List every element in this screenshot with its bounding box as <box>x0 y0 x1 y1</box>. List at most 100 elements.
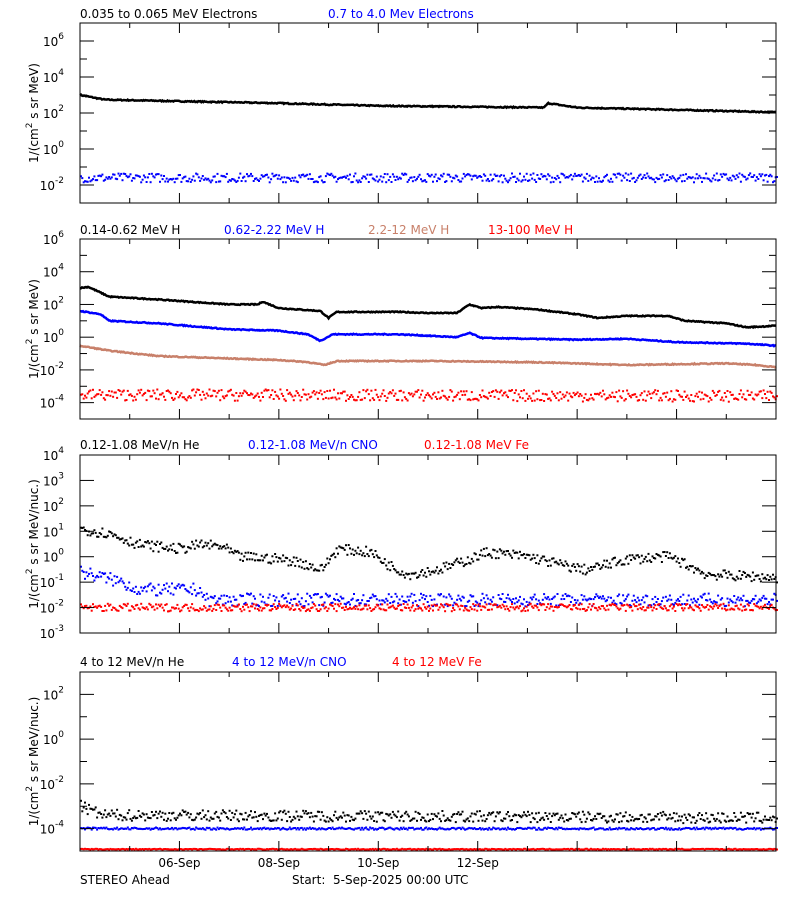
data-point <box>515 828 517 830</box>
data-point <box>231 551 234 553</box>
data-point <box>425 820 428 823</box>
data-point <box>420 818 422 821</box>
data-point <box>600 180 603 183</box>
data-point <box>330 818 333 821</box>
data-point <box>417 827 420 830</box>
data-point <box>743 815 746 818</box>
data-point <box>350 552 353 555</box>
data-point <box>161 848 164 851</box>
data-point <box>274 827 277 830</box>
data-point <box>102 179 105 182</box>
data-point <box>776 848 778 851</box>
data-point <box>551 605 554 608</box>
data-point <box>184 810 187 813</box>
data-point <box>346 827 349 830</box>
data-point <box>268 561 271 564</box>
data-point <box>331 826 334 829</box>
data-point <box>373 608 376 611</box>
data-point <box>470 557 473 560</box>
data-point <box>512 598 515 600</box>
data-point <box>686 819 689 821</box>
data-point <box>98 174 101 177</box>
data-point <box>478 605 481 608</box>
data-point <box>407 826 410 829</box>
data-point <box>345 828 347 830</box>
data-point <box>271 555 274 558</box>
data-point <box>698 569 701 572</box>
data-point <box>192 827 195 830</box>
data-point <box>189 180 192 183</box>
data-point <box>643 390 646 393</box>
data-point <box>671 607 674 610</box>
data-point <box>358 602 361 605</box>
data-point <box>710 398 713 401</box>
data-point <box>362 175 365 178</box>
y-tick-label: 100 <box>43 140 64 157</box>
data-point <box>421 848 424 851</box>
data-point <box>375 598 378 601</box>
data-point <box>109 814 112 817</box>
data-point <box>398 848 401 851</box>
data-point <box>770 819 773 822</box>
data-point <box>706 599 709 602</box>
data-point <box>454 828 457 831</box>
data-point <box>500 174 503 177</box>
data-point <box>353 819 355 822</box>
data-point <box>466 173 469 176</box>
data-point <box>217 828 220 831</box>
data-point <box>97 827 100 829</box>
data-point <box>454 559 457 562</box>
data-point <box>565 391 568 394</box>
data-point <box>418 599 421 602</box>
data-point <box>438 817 441 820</box>
data-point <box>722 848 725 851</box>
data-point <box>160 828 163 831</box>
data-point <box>114 608 117 611</box>
data-point <box>762 594 765 597</box>
data-point <box>196 848 199 851</box>
data-point <box>290 828 293 831</box>
data-point <box>579 608 582 611</box>
data-point <box>480 815 483 818</box>
data-point <box>217 180 220 183</box>
data-point <box>647 827 650 830</box>
data-point <box>136 603 139 606</box>
data-point <box>183 827 186 830</box>
data-point <box>342 606 345 609</box>
data-point <box>707 608 710 611</box>
data-point <box>124 816 127 819</box>
data-point <box>594 596 596 599</box>
data-point <box>707 400 710 403</box>
data-point <box>403 600 406 603</box>
y-tick-exponent: 0 <box>58 140 64 150</box>
data-point <box>729 598 732 601</box>
data-point <box>577 603 580 606</box>
data-point <box>461 177 464 180</box>
data-point <box>247 551 250 554</box>
data-point <box>183 396 186 399</box>
data-point <box>747 813 750 816</box>
data-point <box>255 848 258 851</box>
plot-frame <box>79 671 777 852</box>
data-point <box>492 548 495 551</box>
data-point <box>124 827 127 830</box>
data-point <box>172 177 175 180</box>
data-point <box>445 561 448 564</box>
data-point <box>282 181 285 184</box>
data-point <box>623 176 626 179</box>
data-point <box>681 847 683 850</box>
data-point <box>482 828 485 831</box>
data-point <box>327 827 330 829</box>
data-point <box>260 174 263 177</box>
data-point <box>458 608 461 611</box>
data-point <box>695 605 698 608</box>
data-point <box>583 396 586 399</box>
data-point <box>239 812 242 815</box>
data-point <box>707 827 710 830</box>
data-point <box>393 606 396 609</box>
data-point <box>618 389 621 392</box>
data-point <box>215 848 218 851</box>
data-point <box>169 827 172 830</box>
data-point <box>557 399 560 402</box>
data-point <box>195 172 198 175</box>
